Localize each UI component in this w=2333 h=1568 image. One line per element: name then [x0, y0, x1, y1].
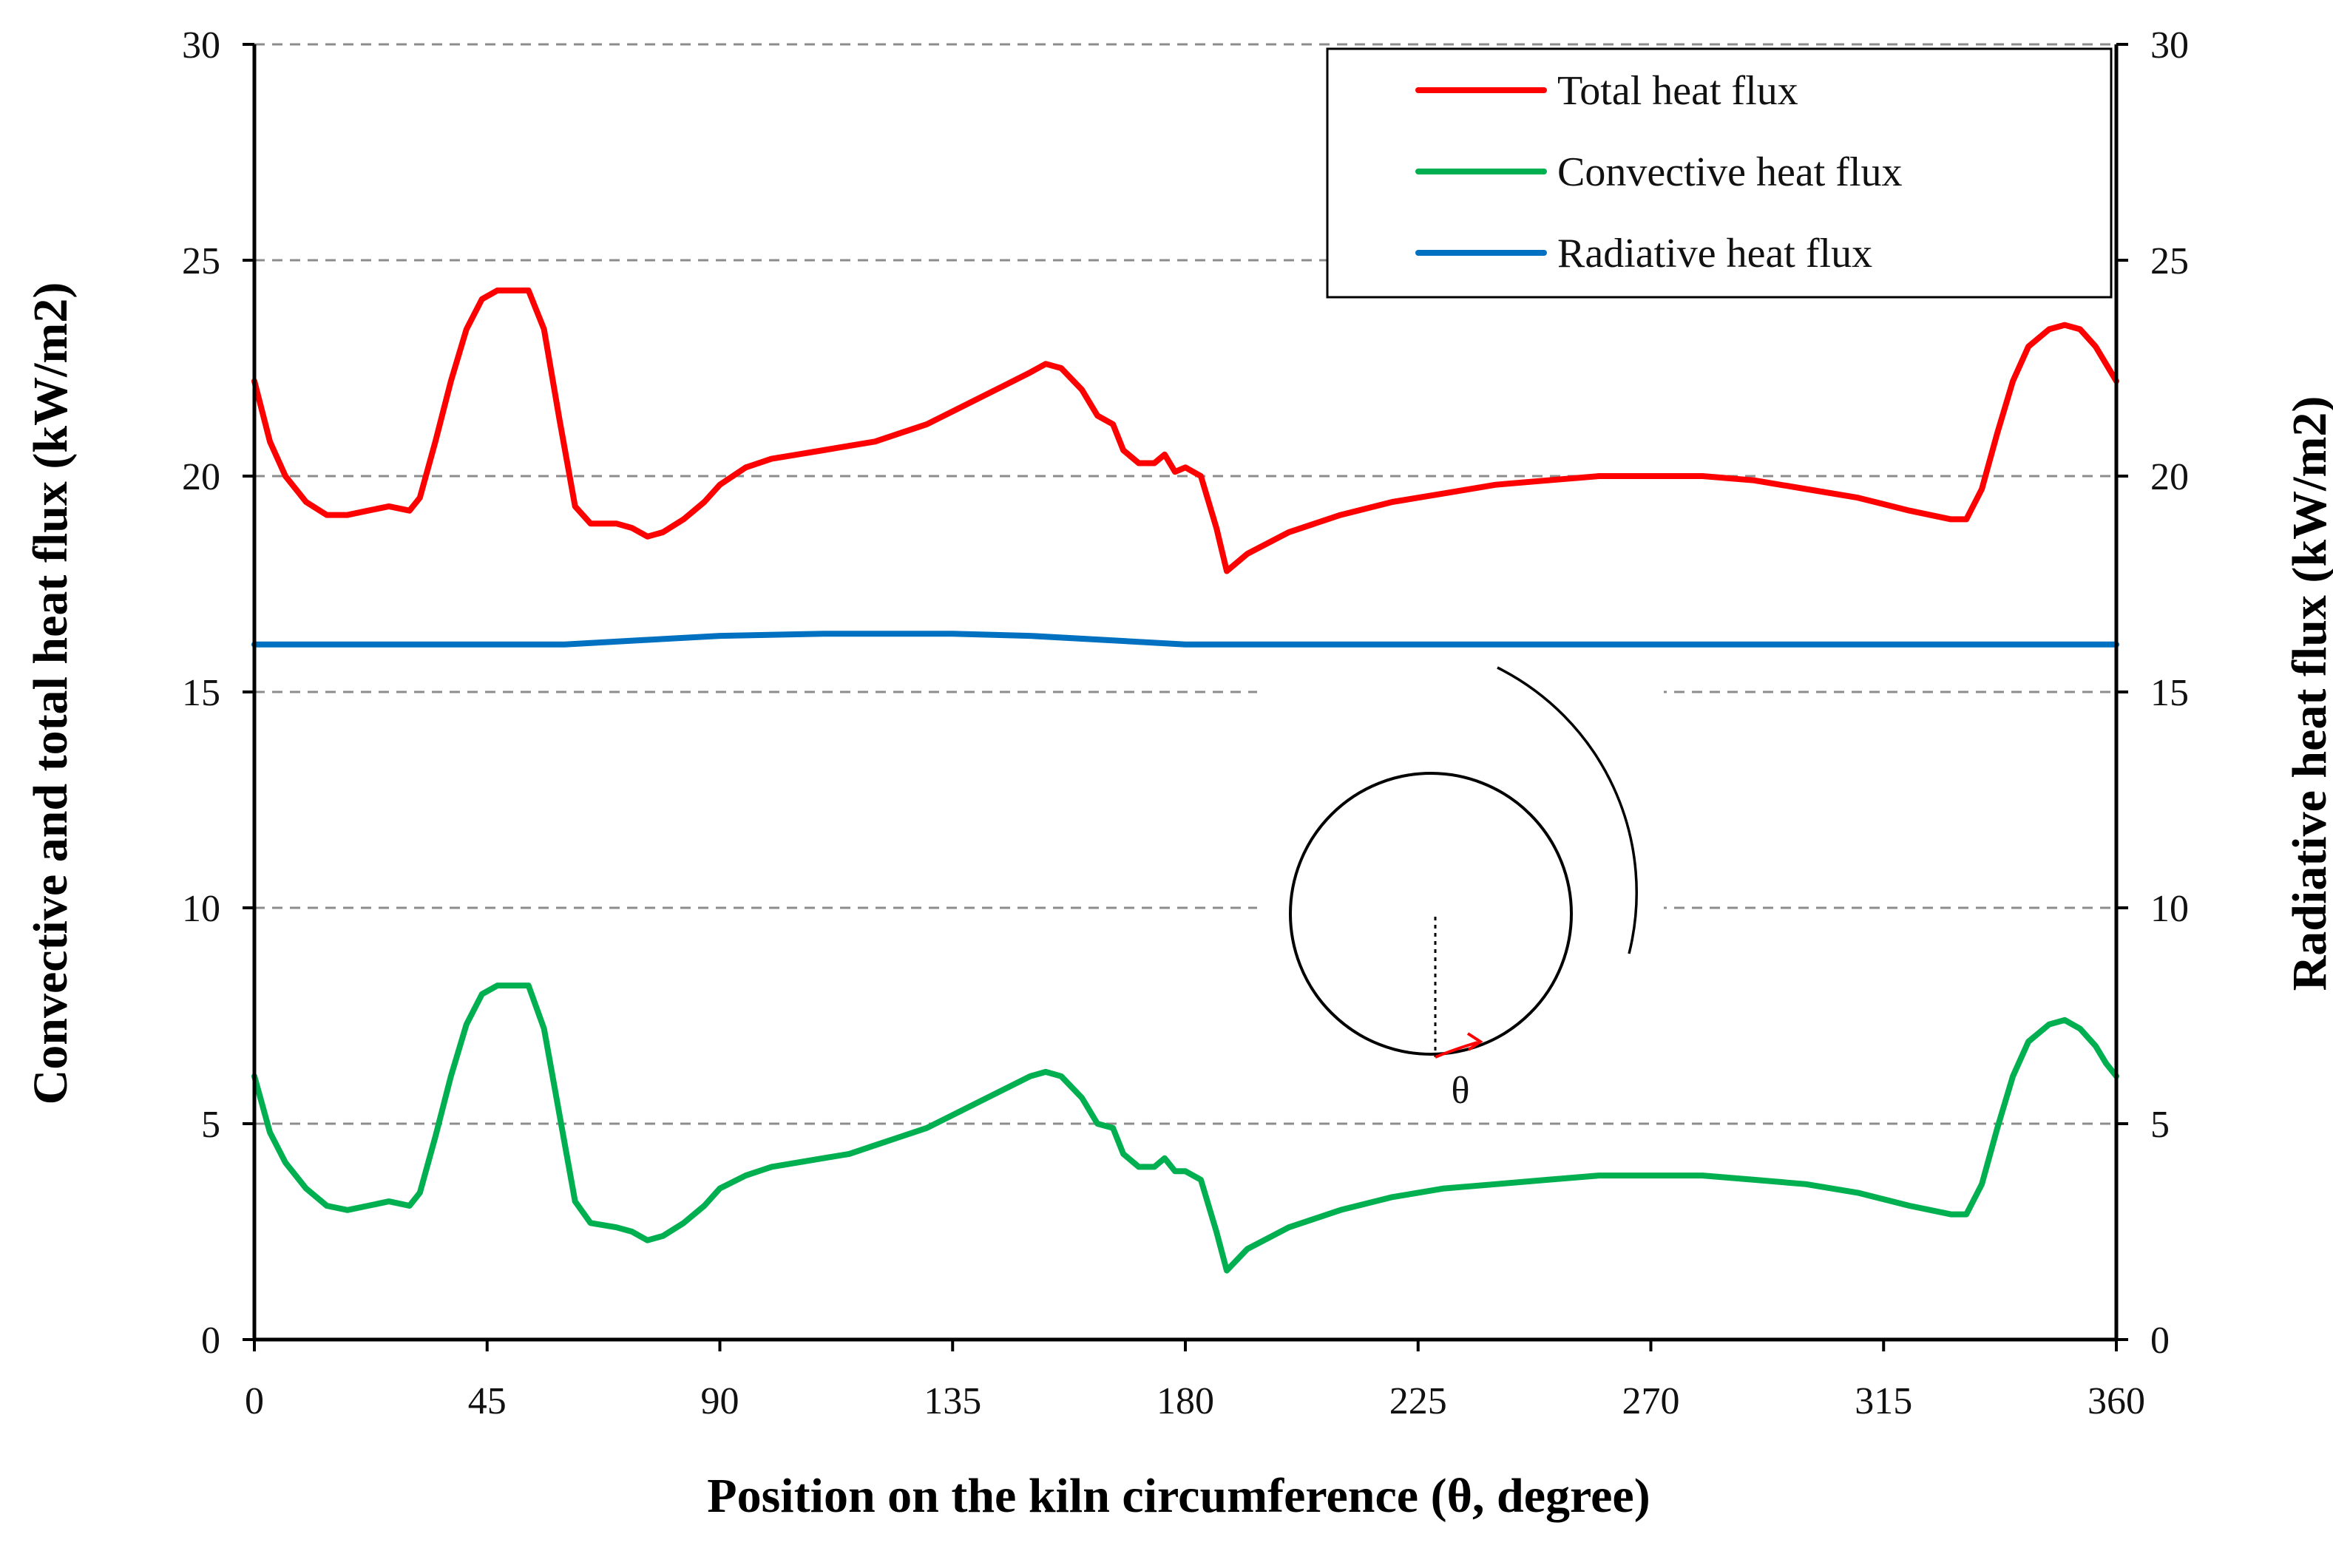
kiln-inset-diagram: θ — [1257, 665, 1664, 1112]
left-y-axis-title: Convective and total heat flux (kW/m2) — [24, 282, 78, 1105]
x-tick-label-7: 315 — [1855, 1380, 1912, 1422]
legend-label-1: Convective heat flux — [1557, 149, 1903, 195]
x-tick-label-4: 180 — [1157, 1380, 1214, 1422]
x-tick-label-5: 225 — [1389, 1380, 1447, 1422]
x-tick-label-8: 360 — [2087, 1380, 2145, 1422]
x-tick-label-3: 135 — [924, 1380, 981, 1422]
x-axis-title: Position on the kiln circumference (θ, d… — [707, 1469, 1650, 1523]
legend-label-2: Radiative heat flux — [1557, 231, 1872, 276]
rotation-arrow — [1435, 1041, 1478, 1059]
right-y-tick-label-4: 20 — [2150, 456, 2189, 498]
right-y-tick-label-2: 10 — [2150, 888, 2189, 930]
series-line-0 — [251, 287, 2119, 574]
right-y-tick-label-6: 30 — [2150, 24, 2189, 67]
outer-arc — [1497, 666, 1638, 954]
x-tick-label-0: 0 — [245, 1380, 264, 1422]
right-y-tick-label-3: 15 — [2150, 672, 2189, 714]
right-y-tick-label-5: 25 — [2150, 240, 2189, 282]
left-y-tick-label-3: 15 — [182, 672, 220, 714]
left-y-tick-label-2: 10 — [182, 888, 220, 930]
x-tick-label-2: 90 — [701, 1380, 739, 1422]
right-y-tick-label-1: 5 — [2150, 1104, 2170, 1146]
kiln-circle — [1289, 772, 1573, 1056]
series-line-1 — [251, 982, 2119, 1274]
right-y-tick-label-0: 0 — [2150, 1320, 2170, 1362]
theta-label: θ — [1452, 1070, 1470, 1112]
rotation-arrow-head — [1466, 1032, 1483, 1051]
left-y-tick-label-4: 20 — [182, 456, 220, 498]
legend: Total heat flux Convective heat flux Radia… — [1326, 47, 2113, 299]
right-y-axis-title: Radiative heat flux (kW/m2) — [2283, 396, 2333, 991]
left-y-tick-label-1: 5 — [201, 1104, 220, 1146]
gridlines — [254, 43, 2116, 1125]
legend-label-0: Total heat flux — [1557, 68, 1798, 114]
left-y-tick-label-6: 30 — [182, 24, 220, 67]
x-tick-label-1: 45 — [468, 1380, 507, 1422]
left-y-tick-label-0: 0 — [201, 1320, 220, 1362]
inset-background — [1257, 665, 1664, 1079]
ticks: 0 45 90 135 180 225 270 315 36005101520253005101… — [182, 24, 2189, 1422]
series-lines — [251, 287, 2119, 1274]
x-tick-label-6: 270 — [1622, 1380, 1680, 1422]
left-y-tick-label-5: 25 — [182, 240, 220, 282]
series-line-2 — [251, 631, 2119, 648]
